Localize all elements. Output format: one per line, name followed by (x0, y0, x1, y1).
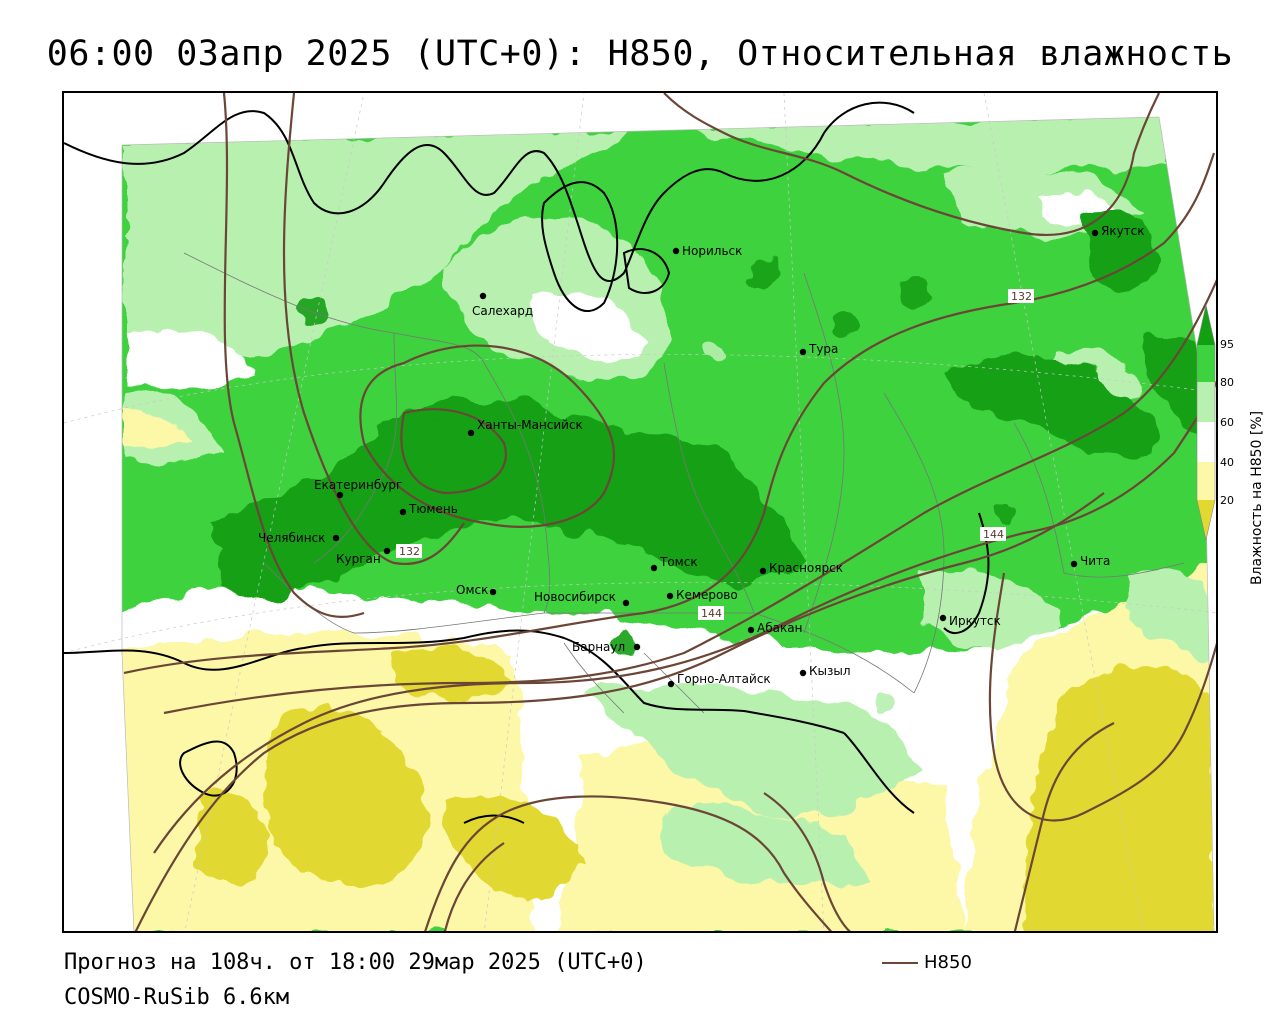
colorbar-tick: 60 (1220, 416, 1234, 429)
svg-text:Новосибирск: Новосибирск (534, 590, 616, 604)
isoline-label: 132 (399, 545, 420, 558)
colorbar-tick: 20 (1220, 494, 1234, 507)
svg-text:Екатеринбург: Екатеринбург (314, 478, 402, 492)
city-tyumen: Тюмень (399, 502, 458, 516)
isoline-labels: 132 132 144 144 (396, 289, 1034, 620)
colorbar-band-40-60 (1197, 422, 1215, 462)
city-chita: Чита (1070, 554, 1110, 568)
city-krasnoyarsk: Красноярск (759, 561, 843, 575)
city-khanty-mansiysk: Ханты-Мансийск (467, 418, 583, 437)
colorbar-tick: 80 (1220, 376, 1234, 389)
isoline-label: 144 (983, 528, 1004, 541)
city-kyzyl: Кызыл (799, 664, 851, 678)
city-chelyabinsk: Челябинск (258, 531, 340, 545)
humidity-map: 132 132 144 144 Салехард Норильск Якутск… (64, 93, 1216, 931)
svg-text:Влажность на H850 [%]: Влажность на H850 [%] (1249, 411, 1265, 585)
city-norilsk: Норильск (672, 244, 742, 258)
colorbar-tick: 40 (1220, 456, 1234, 469)
colorbar-band-80-95 (1197, 345, 1215, 382)
isoline-label: 144 (701, 607, 722, 620)
svg-text:Абакан: Абакан (757, 621, 802, 635)
city-irkutsk: Иркутск (939, 614, 1001, 628)
svg-text:Горно-Алтайск: Горно-Алтайск (677, 672, 771, 686)
svg-text:Тюмень: Тюмень (408, 502, 458, 516)
city-tomsk: Томск (650, 555, 698, 572)
colorbar-band-20-40 (1197, 462, 1215, 500)
isoline-legend-label: H850 (924, 952, 972, 973)
svg-text:Барнаул: Барнаул (572, 640, 625, 654)
svg-text:Салехард: Салехард (472, 304, 533, 318)
svg-text:Кызыл: Кызыл (809, 664, 851, 678)
city-gorno-altaysk: Горно-Алтайск (667, 672, 771, 688)
isoline-legend-swatch (882, 961, 918, 964)
colorbar-title: Влажность на H850 [%] (1249, 411, 1265, 585)
city-kurgan: Курган (336, 547, 391, 566)
svg-text:Якутск: Якутск (1101, 224, 1145, 238)
svg-text:Курган: Курган (336, 552, 381, 566)
svg-text:Омск: Омск (456, 583, 488, 597)
city-kemerovo: Кемерово (666, 588, 738, 602)
colorbar: 95 80 60 40 20 (1196, 304, 1234, 541)
svg-text:Тура: Тура (808, 342, 838, 356)
svg-text:Ханты-Мансийск: Ханты-Мансийск (477, 418, 583, 432)
city-omsk: Омск (456, 583, 497, 597)
city-tura: Тура (799, 342, 838, 356)
humidity-field (122, 117, 1214, 931)
svg-text:Чита: Чита (1080, 554, 1110, 568)
isoline-legend: H850 (882, 952, 972, 973)
city-barnaul: Барнаул (572, 640, 641, 654)
city-abakan: Абакан (747, 621, 802, 635)
colorbar-tick: 95 (1220, 338, 1234, 351)
forecast-caption: Прогноз на 108ч. от 18:00 29мар 2025 (UT… (64, 950, 647, 975)
city-novosibirsk: Новосибирск (534, 590, 630, 607)
map-panel: 132 132 144 144 Салехард Норильск Якутск… (62, 91, 1218, 933)
svg-text:Челябинск: Челябинск (258, 531, 325, 545)
svg-text:Кемерово: Кемерово (676, 588, 738, 602)
svg-text:Красноярск: Красноярск (769, 561, 843, 575)
svg-text:Иркутск: Иркутск (949, 614, 1001, 628)
colorbar-top-arrow (1197, 305, 1215, 345)
svg-text:Норильск: Норильск (682, 244, 742, 258)
h850-isolines (123, 93, 1216, 931)
city-markers: Салехард Норильск Якутск Тура Ханты-Манс… (258, 224, 1145, 688)
city-yekaterinburg: Екатеринбург (314, 478, 402, 499)
colorbar-band-60-80 (1197, 382, 1215, 422)
page-title: 06:00 03апр 2025 (UTC+0): H850, Относите… (46, 34, 1234, 74)
city-salekhard: Салехард (472, 292, 533, 318)
model-caption: COSMO-RuSib 6.6км (64, 985, 290, 1010)
isoline-label: 132 (1011, 290, 1032, 303)
svg-text:Томск: Томск (659, 555, 698, 569)
city-yakutsk: Якутск (1091, 224, 1145, 238)
colorbar-bottom-arrow (1197, 500, 1215, 540)
